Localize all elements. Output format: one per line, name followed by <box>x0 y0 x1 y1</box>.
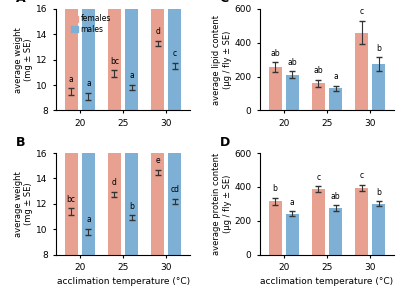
Text: C: C <box>220 0 229 5</box>
Bar <box>151 70 164 255</box>
Text: b: b <box>376 44 381 52</box>
Text: c: c <box>360 171 364 180</box>
Legend: females, males: females, males <box>70 14 112 34</box>
Bar <box>108 0 121 110</box>
Y-axis label: average weight
(mg ± SE): average weight (mg ± SE) <box>14 171 33 237</box>
Bar <box>125 0 138 110</box>
Text: b: b <box>272 184 278 193</box>
Bar <box>82 0 95 110</box>
Text: c: c <box>316 173 320 182</box>
Text: a: a <box>129 71 134 81</box>
Bar <box>168 0 182 110</box>
Bar <box>286 214 299 255</box>
Text: A: A <box>16 0 25 5</box>
Bar <box>268 201 282 255</box>
Bar <box>82 130 95 255</box>
Bar <box>286 75 299 110</box>
Bar <box>355 188 368 255</box>
Text: d: d <box>112 178 117 187</box>
Bar <box>268 67 282 110</box>
Bar <box>312 189 325 255</box>
Bar <box>65 110 78 255</box>
Text: a: a <box>69 75 74 84</box>
Bar <box>312 83 325 110</box>
Bar <box>329 208 342 255</box>
Bar <box>355 33 368 110</box>
Text: c: c <box>173 49 177 58</box>
X-axis label: acclimation temperature (°C): acclimation temperature (°C) <box>56 277 190 287</box>
Text: d: d <box>155 27 160 36</box>
Y-axis label: average weight
(mg ± SE): average weight (mg ± SE) <box>14 27 33 93</box>
Text: D: D <box>220 136 230 149</box>
Bar <box>108 93 121 255</box>
Text: c: c <box>360 7 364 16</box>
Text: cd: cd <box>170 185 180 194</box>
Bar <box>372 64 385 110</box>
Bar <box>65 0 78 110</box>
X-axis label: acclimation temperature (°C): acclimation temperature (°C) <box>260 277 394 287</box>
Text: a: a <box>290 198 295 207</box>
Text: b: b <box>376 188 381 197</box>
Y-axis label: average lipid content
(µg / fly ± SE): average lipid content (µg / fly ± SE) <box>212 15 232 105</box>
Text: b: b <box>129 202 134 211</box>
Text: ab: ab <box>314 66 323 75</box>
Bar <box>125 116 138 255</box>
Text: ab: ab <box>270 49 280 58</box>
Text: a: a <box>86 79 91 88</box>
Bar <box>151 0 164 110</box>
Bar <box>329 89 342 110</box>
Text: ab: ab <box>331 192 340 201</box>
Text: bc: bc <box>67 195 76 204</box>
Text: a: a <box>86 215 91 224</box>
Y-axis label: average protein content
(µg / fly ± SE): average protein content (µg / fly ± SE) <box>212 153 232 255</box>
Bar <box>168 100 182 255</box>
Text: B: B <box>16 136 25 149</box>
Text: e: e <box>155 156 160 165</box>
Text: a: a <box>333 72 338 81</box>
Text: bc: bc <box>110 57 119 66</box>
Bar <box>372 204 385 255</box>
Text: ab: ab <box>288 58 297 67</box>
